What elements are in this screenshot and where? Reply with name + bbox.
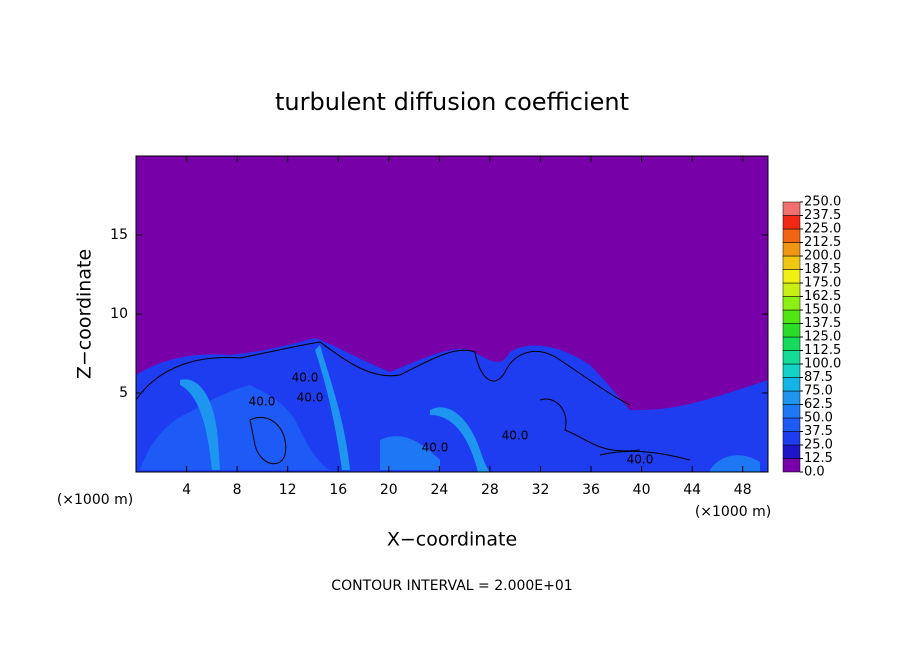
colorbar-label: 212.5 [804,235,841,250]
y-axis-label: Z−coordinate [74,249,96,379]
colorbar-label: 50.0 [804,411,833,426]
colorbar-label: 200.0 [804,249,841,264]
x-tick-label: 12 [279,482,297,498]
colorbar-label: 25.0 [804,438,833,453]
colorbar-label: 125.0 [804,330,841,345]
contour-line [599,450,691,461]
colorbar-swatch [782,444,801,459]
colorbar-label: 12.5 [804,451,833,466]
colorbar-label: 62.5 [804,397,833,412]
colorbar-swatch [782,255,801,270]
colorbar-swatch [782,390,801,405]
colorbar-swatch [782,431,801,446]
colorbar-label: 237.5 [804,208,841,223]
x-tick-label: 20 [380,482,398,498]
colorbar-label: 137.5 [804,316,841,331]
colorbar-swatch [782,404,801,419]
y-tick-label: 15 [110,227,128,243]
x-tick-label: 40 [633,482,651,498]
x-tick-label: 24 [430,482,448,498]
colorbar-swatch [782,309,801,324]
annotation: CONTOUR INTERVAL = 2.000E+01 [331,578,572,594]
contour-label: 40.0 [292,371,319,385]
turbulent-core [710,455,760,472]
colorbar-label: 225.0 [804,222,841,237]
colorbar-label: 250.0 [804,195,841,210]
contour-label: 40.0 [502,429,529,443]
x-tick-label: 36 [582,482,600,498]
x-tick-label: 28 [481,482,499,498]
turbulent-filament [180,379,220,470]
x-tick-label: 32 [532,482,550,498]
y-tick-label: 10 [110,306,128,322]
colorbar-swatch [782,296,801,311]
colorbar-swatch [782,350,801,365]
contour-line [539,398,641,452]
contour-label: 40.0 [297,391,324,405]
turbulent-core [140,385,330,470]
colorbar-swatch [782,377,801,392]
contour-label: 40.0 [422,441,449,455]
colorbar-swatch [782,363,801,378]
x-unit-label: (×1000 m) [695,504,771,520]
colorbar-swatch [782,215,801,230]
colorbar-label: 162.5 [804,289,841,304]
colorbar-label: 75.0 [804,384,833,399]
colorbar-swatch [782,228,801,243]
contour-line [135,341,631,406]
x-tick-label: 48 [734,482,752,498]
colorbar-swatch [782,282,801,297]
colorbar-label: 37.5 [804,424,833,439]
colorbar-label: 87.5 [804,370,833,385]
turbulent-filament [315,345,350,470]
colorbar-label: 150.0 [804,303,841,318]
colorbar-swatch [782,336,801,351]
colorbar-swatch [782,417,801,432]
x-axis-label: X−coordinate [387,529,517,551]
colorbar-label: 175.0 [804,276,841,291]
x-tick-label: 4 [182,482,191,498]
colorbar-label: 187.5 [804,262,841,277]
turbulent-filament [430,407,490,472]
colorbar-swatch [782,269,801,284]
chart-title: turbulent diffusion coefficient [275,88,629,116]
contour-label: 40.0 [627,453,654,467]
colorbar-label: 100.0 [804,357,841,372]
y-tick-label: 5 [119,385,128,401]
colorbar-label: 112.5 [804,343,841,358]
colorbar-swatch [782,242,801,257]
x-tick-label: 16 [329,482,347,498]
contour-line [249,417,287,465]
y-unit-label: (×1000 m) [57,492,133,508]
colorbar-swatch [782,201,801,216]
x-tick-label: 8 [233,482,242,498]
field [135,156,768,472]
contour-label: 40.0 [249,395,276,409]
colorbar-label: 0.0 [804,465,825,480]
colorbar-swatch [782,323,801,338]
colorbar-swatch [782,458,801,473]
turbulent-core [380,436,440,470]
x-tick-label: 44 [683,482,701,498]
